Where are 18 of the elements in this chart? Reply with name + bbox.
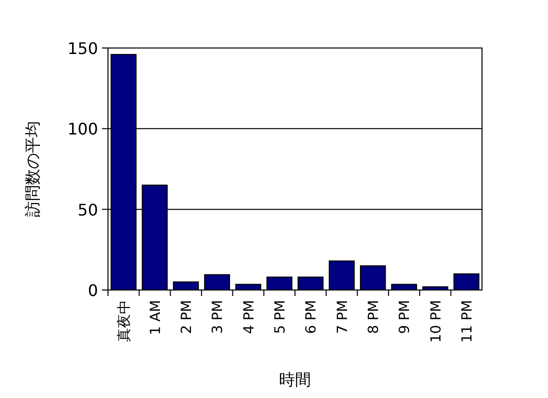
y-tick-label: 150 xyxy=(67,39,98,58)
x-tick-label: 10 PM xyxy=(428,300,444,343)
x-tick-label: 2 PM xyxy=(178,300,195,334)
x-tick-label: 1 AM xyxy=(148,300,164,336)
x-tick-label: 11 PM xyxy=(459,300,476,343)
x-tick-label: 4 PM xyxy=(241,300,258,334)
x-axis-title: 時間 xyxy=(279,370,311,389)
x-tick-label: 6 PM xyxy=(304,300,320,334)
x-tick-label: 真夜中 xyxy=(116,300,133,342)
y-axis-title: 訪問数の平均 xyxy=(23,121,42,217)
y-tick-label: 100 xyxy=(67,120,98,139)
x-tick-label: 5 PM xyxy=(272,300,288,334)
x-tick-label: 9 PM xyxy=(397,300,414,334)
x-tick-label: 7 PM xyxy=(334,300,351,334)
x-tick-label: 8 PM xyxy=(366,300,382,334)
y-tick-label: 0 xyxy=(88,281,98,300)
y-tick-label: 50 xyxy=(78,200,98,220)
x-tick-label: 3 PM xyxy=(210,300,226,334)
